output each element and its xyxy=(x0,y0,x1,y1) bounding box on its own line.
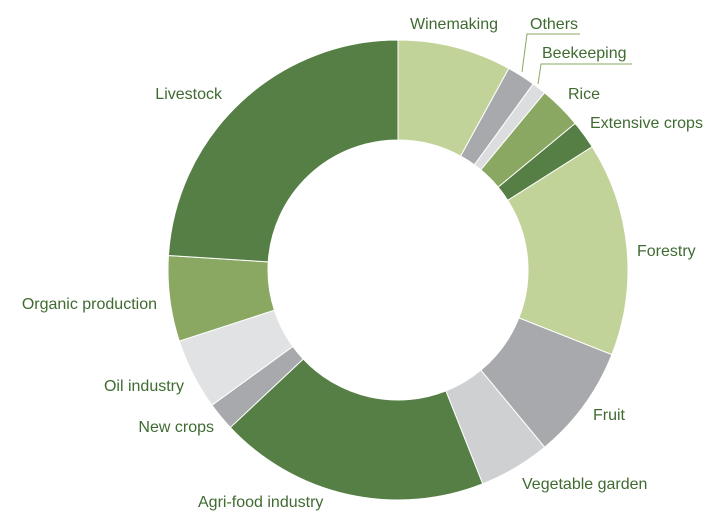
donut-slice xyxy=(507,146,629,356)
slice-label: Livestock xyxy=(155,86,223,103)
slice-label: Rice xyxy=(568,86,600,103)
slice-label: Extensive crops xyxy=(590,115,703,132)
slice-label: Oil industry xyxy=(104,378,184,395)
slice-label: Agri-food industry xyxy=(198,494,323,511)
slice-label: Fruit xyxy=(593,407,626,424)
slice-label: Forestry xyxy=(637,243,696,260)
slice-label: Winemaking xyxy=(410,16,498,33)
leader-line xyxy=(537,63,632,85)
slice-label: Organic production xyxy=(22,296,157,313)
leader-line xyxy=(521,33,580,73)
slice-label: Beekeeping xyxy=(542,45,627,62)
donut-slice xyxy=(229,358,484,501)
slice-label: New crops xyxy=(138,419,214,436)
slice-label: Vegetable garden xyxy=(522,476,647,493)
donut-slice xyxy=(167,39,399,263)
slice-label: Others xyxy=(530,16,578,33)
